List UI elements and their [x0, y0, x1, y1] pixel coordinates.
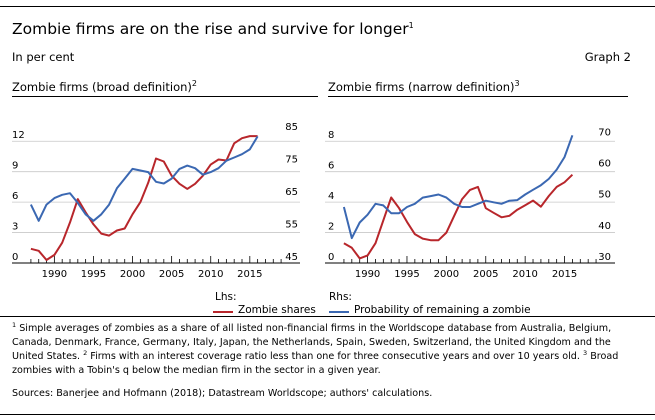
sources-note: Sources: Banerjee and Hofmann (2018); Da… — [12, 388, 433, 399]
legend-zombie-shares: Zombie shares — [238, 304, 316, 316]
chart-title: Zombie firms are on the rise and survive… — [12, 20, 414, 38]
legend-blue-swatch — [329, 311, 349, 313]
x-axis-tick-label: 2005 — [473, 269, 498, 280]
right-axis-tick-label: 50 — [598, 190, 611, 201]
left-panel-title: Zombie firms (broad definition)2 — [12, 79, 197, 94]
units-subtitle: In per cent — [12, 50, 75, 64]
right-panel-title: Zombie firms (narrow definition)3 — [328, 79, 520, 94]
x-axis-tick-label: 1995 — [394, 269, 419, 280]
narrow-definition-chart: 0 2 4 6 8 30 40 50 60 70 1990 1995 2000 2005 2010 2015 — [325, 127, 615, 280]
probability-line — [342, 134, 574, 240]
x-axis-tick-label: 2010 — [198, 269, 223, 280]
left-axis-tick-label: 12 — [12, 130, 25, 141]
right-axis-tick-label: 30 — [598, 252, 611, 263]
left-axis-tick-label: 6 — [328, 161, 334, 172]
x-axis-tick-label: 2015 — [552, 269, 577, 280]
left-axis-tick-label: 6 — [12, 191, 18, 202]
right-axis-tick-label: 75 — [285, 155, 298, 166]
x-axis-tick-label: 1990 — [355, 269, 380, 280]
right-axis-tick-label: 55 — [285, 220, 298, 231]
left-axis-tick-label: 0 — [12, 252, 18, 263]
left-axis-tick-label: 0 — [328, 252, 334, 263]
right-axis-tick-label: 85 — [285, 122, 298, 133]
bottom-rule — [0, 414, 655, 415]
left-axis-tick-label: 8 — [328, 130, 334, 141]
probability-line — [29, 135, 259, 222]
x-axis-tick-label: 2000 — [120, 269, 145, 280]
legend-lhs-label: Lhs: — [215, 291, 237, 303]
footnotes: 1 Simple averages of zombies as a share … — [12, 320, 619, 376]
left-axis-tick-label: 9 — [12, 161, 18, 172]
x-axis-tick-label: 2005 — [159, 269, 184, 280]
x-axis-tick-label: 1995 — [81, 269, 106, 280]
legend-rhs-label: Rhs: — [329, 291, 352, 303]
zombie-shares-line — [343, 173, 574, 260]
x-axis-tick-label: 1990 — [42, 269, 67, 280]
left-axis-tick-label: 2 — [328, 222, 334, 233]
x-axis-tick-label: 2000 — [434, 269, 459, 280]
right-axis-tick-label: 40 — [598, 221, 611, 232]
left-axis-tick-label: 3 — [12, 222, 18, 233]
top-rule — [0, 6, 655, 7]
zombie-shares-line — [30, 135, 258, 261]
left-panel-rule — [12, 96, 318, 97]
right-panel-rule — [328, 96, 628, 97]
footnote-rule — [0, 316, 655, 317]
x-axis-tick-label: 2010 — [512, 269, 537, 280]
left-axis-tick-label: 4 — [328, 191, 334, 202]
x-axis-tick-label: 2015 — [237, 269, 262, 280]
right-axis-tick-label: 70 — [598, 127, 611, 138]
broad-definition-chart: 0 3 6 9 12 45 55 65 75 85 1990 1995 2000 2005 2010 2015 — [12, 122, 300, 280]
right-axis-tick-label: 65 — [285, 187, 298, 198]
right-axis-tick-label: 60 — [598, 159, 611, 170]
right-axis-tick-label: 45 — [285, 252, 298, 263]
graph-number: Graph 2 — [584, 50, 631, 64]
legend-probability: Probability of remaining a zombie — [354, 304, 531, 316]
legend-red-swatch — [213, 311, 233, 313]
